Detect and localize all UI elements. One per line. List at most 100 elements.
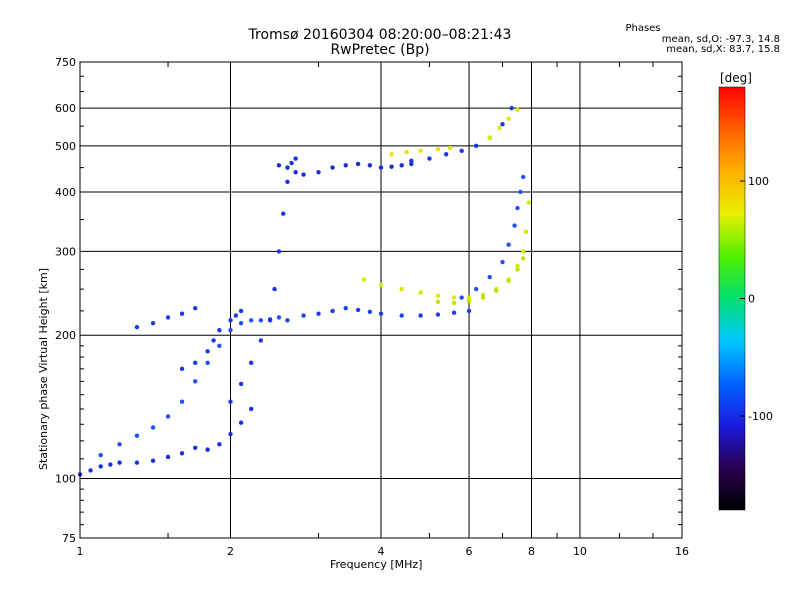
data-point: [238, 308, 244, 314]
data-point: [117, 442, 122, 447]
x-tick-label: 16: [675, 545, 689, 558]
data-point: [150, 458, 156, 463]
data-point: [506, 116, 511, 121]
data-point: [459, 148, 464, 154]
y-tick-label: 200: [55, 329, 76, 342]
data-point: [418, 290, 423, 295]
data-point: [355, 307, 361, 313]
data-point: [285, 318, 290, 323]
data-point: [521, 174, 526, 180]
data-point: [179, 399, 185, 404]
data-point: [494, 288, 499, 293]
data-point: [451, 300, 457, 305]
data-point: [367, 163, 373, 168]
x-tick-label: 1: [77, 545, 84, 558]
data-point: [473, 286, 479, 292]
data-point: [521, 256, 526, 261]
data-point: [330, 165, 335, 170]
data-point: [378, 165, 384, 170]
data-point: [447, 145, 453, 151]
data-point: [418, 313, 423, 318]
data-point: [301, 172, 306, 177]
data-point: [217, 442, 222, 447]
data-point: [526, 200, 531, 205]
data-point: [233, 313, 239, 318]
data-point: [367, 309, 373, 315]
x-tick-label: 4: [378, 545, 385, 558]
data-point: [355, 161, 361, 167]
colorbar-tick-label: 0: [748, 293, 755, 306]
data-point: [523, 229, 529, 234]
data-point: [361, 277, 367, 282]
x-tick-label: 8: [528, 545, 535, 558]
data-point: [293, 156, 298, 161]
data-point: [509, 105, 514, 111]
data-point: [506, 242, 511, 247]
data-point: [217, 327, 222, 333]
data-point: [165, 315, 171, 320]
data-point: [389, 152, 394, 157]
data-point: [193, 360, 198, 366]
data-point: [267, 318, 273, 323]
data-point: [205, 349, 210, 354]
data-point: [228, 327, 233, 333]
axes: 1 2 4 6 8 10 16 75 100 200 300 400 500 600 750: [55, 56, 689, 558]
data-point: [193, 379, 198, 384]
data-point: [399, 286, 404, 292]
data-point: [466, 308, 472, 314]
x-tick-label: 10: [573, 545, 587, 558]
data-point: [150, 320, 156, 326]
data-point: [316, 170, 321, 175]
colorbar-ticks: 100 0 -100: [740, 175, 773, 423]
data-point: [179, 451, 185, 456]
data-point: [285, 179, 290, 185]
data-point: [399, 313, 404, 318]
data-point: [459, 295, 464, 300]
data-point: [418, 148, 423, 154]
y-tick-label: 750: [55, 56, 76, 69]
data-point: [289, 160, 294, 166]
y-tick-label: 500: [55, 140, 76, 153]
data-point: [258, 318, 264, 323]
data-point: [134, 460, 140, 465]
x-tick-label: 2: [227, 545, 234, 558]
data-point: [521, 249, 526, 254]
data-point: [301, 313, 306, 318]
grid: [79, 62, 683, 538]
y-tick-label: 75: [62, 532, 76, 545]
data-point: [217, 343, 222, 349]
y-tick-label: 600: [55, 102, 76, 115]
chart-subtitle: RwPretec (Bp): [330, 42, 430, 58]
data-point: [193, 445, 198, 451]
data-point: [108, 462, 113, 467]
data-point: [285, 165, 290, 170]
y-tick-label: 300: [55, 245, 76, 258]
data-point: [451, 295, 457, 300]
data-point: [276, 163, 282, 168]
data-point: [165, 414, 171, 419]
data-point: [487, 135, 492, 140]
data-point: [343, 305, 348, 311]
data-point: [435, 312, 441, 317]
data-point: [276, 249, 282, 254]
data-point: [88, 468, 93, 473]
data-point: [500, 259, 505, 265]
info-line-x: mean, sd,X: 83.7, 15.8: [666, 44, 780, 55]
data-point: [258, 338, 264, 343]
data-point: [193, 305, 198, 311]
data-point: [150, 425, 156, 430]
plot-frame: [79, 61, 683, 539]
data-point: [179, 366, 185, 372]
data-point: [515, 267, 520, 272]
data-point: [512, 223, 517, 228]
data-point: [238, 320, 244, 326]
data-point: [98, 452, 103, 458]
data-point: [316, 311, 321, 316]
data-point: [330, 308, 335, 314]
data-point: [404, 149, 409, 155]
data-point: [205, 360, 210, 366]
x-tick-label: 6: [466, 545, 473, 558]
data-point: [117, 460, 122, 465]
data-point: [134, 324, 140, 330]
data-point: [515, 205, 520, 211]
